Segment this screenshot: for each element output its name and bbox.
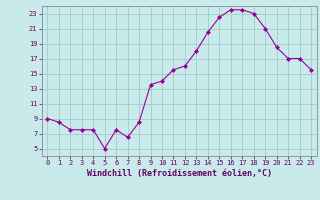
X-axis label: Windchill (Refroidissement éolien,°C): Windchill (Refroidissement éolien,°C) <box>87 169 272 178</box>
